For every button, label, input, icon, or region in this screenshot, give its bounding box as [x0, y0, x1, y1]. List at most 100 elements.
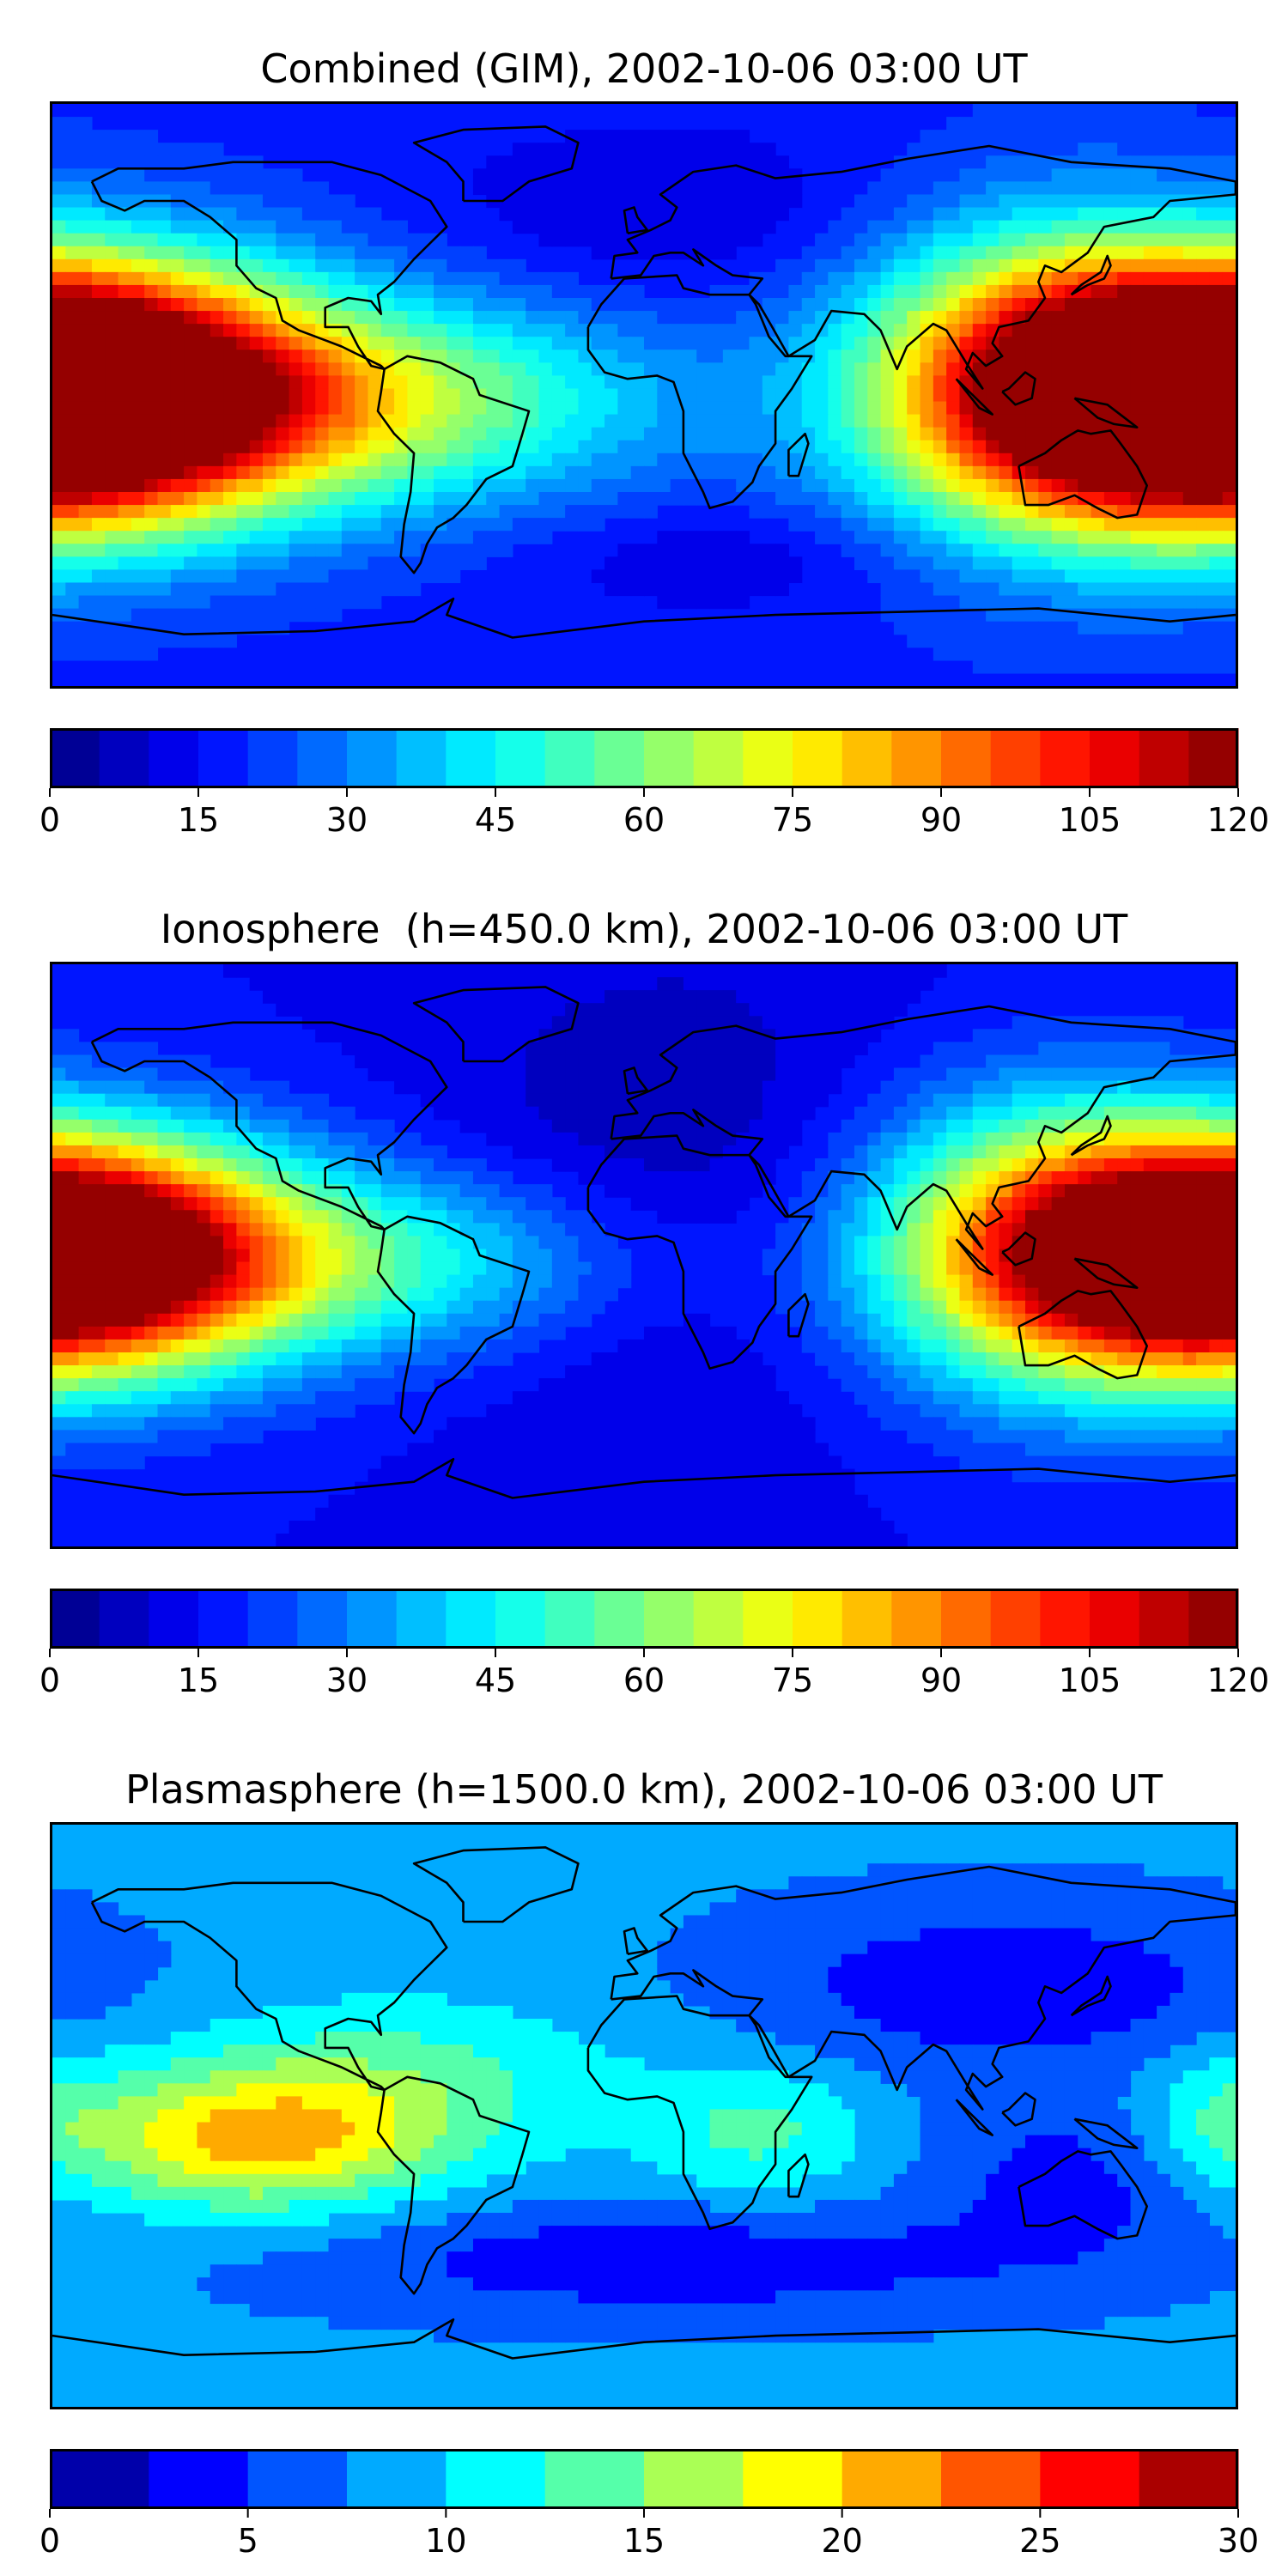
contour-cell [78, 544, 93, 557]
contour-cell [1038, 569, 1053, 584]
contour-cell [105, 220, 119, 234]
contour-cell [223, 492, 237, 506]
contour-cell [736, 453, 750, 467]
contour-cell [380, 337, 395, 350]
contour-cell [1209, 531, 1224, 544]
contour-cell [447, 375, 461, 390]
contour-cell [854, 324, 868, 337]
contour-cell [538, 1249, 553, 1263]
contour-cell [301, 1249, 316, 1263]
contour-cell [854, 505, 868, 519]
contour-cell [538, 337, 553, 350]
contour-cell [893, 337, 908, 350]
contour-cell [78, 155, 93, 169]
contour-cell [301, 1197, 316, 1211]
contour-cell [434, 492, 447, 506]
contour-cell [617, 1184, 632, 1198]
contour-cell [683, 478, 697, 493]
contour-cell [709, 388, 724, 403]
contour-cell [1012, 1067, 1026, 1082]
contour-cell [157, 349, 172, 363]
contour-cell [78, 595, 93, 610]
contour-cell [131, 284, 145, 299]
contour-cell [420, 518, 434, 532]
contour-cell [605, 465, 618, 480]
contour-cell [1222, 478, 1236, 493]
contour-cell [920, 155, 934, 169]
contour-cell [434, 298, 447, 312]
contour-cell [394, 478, 408, 493]
contour-cell [368, 220, 382, 234]
contour-cell [1170, 375, 1184, 390]
contour-cell [1157, 1249, 1171, 1263]
contour-cell [1157, 569, 1171, 584]
contour-cell [1117, 1029, 1132, 1042]
contour-cell [722, 531, 737, 544]
contour-cell [91, 505, 106, 519]
contour-cell [1170, 311, 1184, 325]
contour-cell [236, 1093, 251, 1108]
contour-cell [1196, 634, 1210, 648]
contour-cell [368, 1042, 382, 1056]
contour-cell [118, 324, 132, 337]
contour-cell [1025, 492, 1039, 506]
contour-cell [315, 492, 330, 506]
contour-cell [78, 440, 93, 454]
contour-cell [157, 168, 172, 182]
contour-cell [775, 1029, 790, 1042]
contour-cell [276, 492, 290, 506]
contour-cell [1209, 324, 1224, 337]
contour-cell [551, 977, 566, 991]
contour-cell [447, 964, 461, 978]
contour-cell [644, 246, 658, 260]
contour-cell [236, 569, 251, 584]
contour-cell [1222, 1236, 1236, 1250]
contour-cell [380, 453, 395, 467]
contour-cell [472, 1184, 487, 1198]
contour-cell [551, 1119, 566, 1133]
contour-cell [1182, 181, 1197, 196]
contour-cell [341, 337, 355, 350]
contour-cell [959, 1080, 974, 1095]
contour-cell [841, 1197, 855, 1211]
contour-cell [893, 246, 908, 260]
contour-cell [341, 569, 355, 584]
contour-cell [197, 401, 211, 416]
contour-cell [1209, 465, 1224, 480]
contour-cell [749, 362, 763, 376]
contour-cell [289, 608, 303, 623]
contour-cell [249, 544, 264, 557]
contour-cell [1157, 1080, 1171, 1095]
contour-cell [630, 478, 645, 493]
contour-cell [828, 414, 842, 428]
contour-cell [907, 440, 921, 454]
contour-cell [709, 414, 724, 428]
contour-cell [170, 324, 185, 337]
contour-cell [380, 246, 395, 260]
contour-cell [893, 220, 908, 234]
contour-cell [91, 401, 106, 416]
contour-cell [893, 465, 908, 480]
contour-cell [986, 143, 999, 156]
contour-cell [472, 1119, 487, 1133]
contour-cell [52, 271, 66, 286]
contour-cell [920, 492, 934, 506]
contour-cell [683, 130, 697, 143]
contour-cell [380, 1016, 395, 1030]
coastline-new-guinea [1073, 397, 1139, 429]
contour-cell [605, 233, 618, 247]
contour-cell [933, 621, 947, 635]
contour-cell [1143, 1132, 1157, 1146]
contour-cell [131, 181, 145, 196]
contour-cell [630, 1197, 645, 1211]
contour-cell [946, 465, 961, 480]
contour-cell [289, 284, 303, 299]
contour-cell [1157, 1016, 1171, 1030]
contour-cell [893, 207, 908, 222]
contour-cell [249, 271, 264, 286]
contour-cell [972, 621, 987, 635]
contour-cell [472, 505, 487, 519]
contour-cell [788, 478, 803, 493]
contour-cell [617, 1016, 632, 1030]
contour-cell [236, 518, 251, 532]
